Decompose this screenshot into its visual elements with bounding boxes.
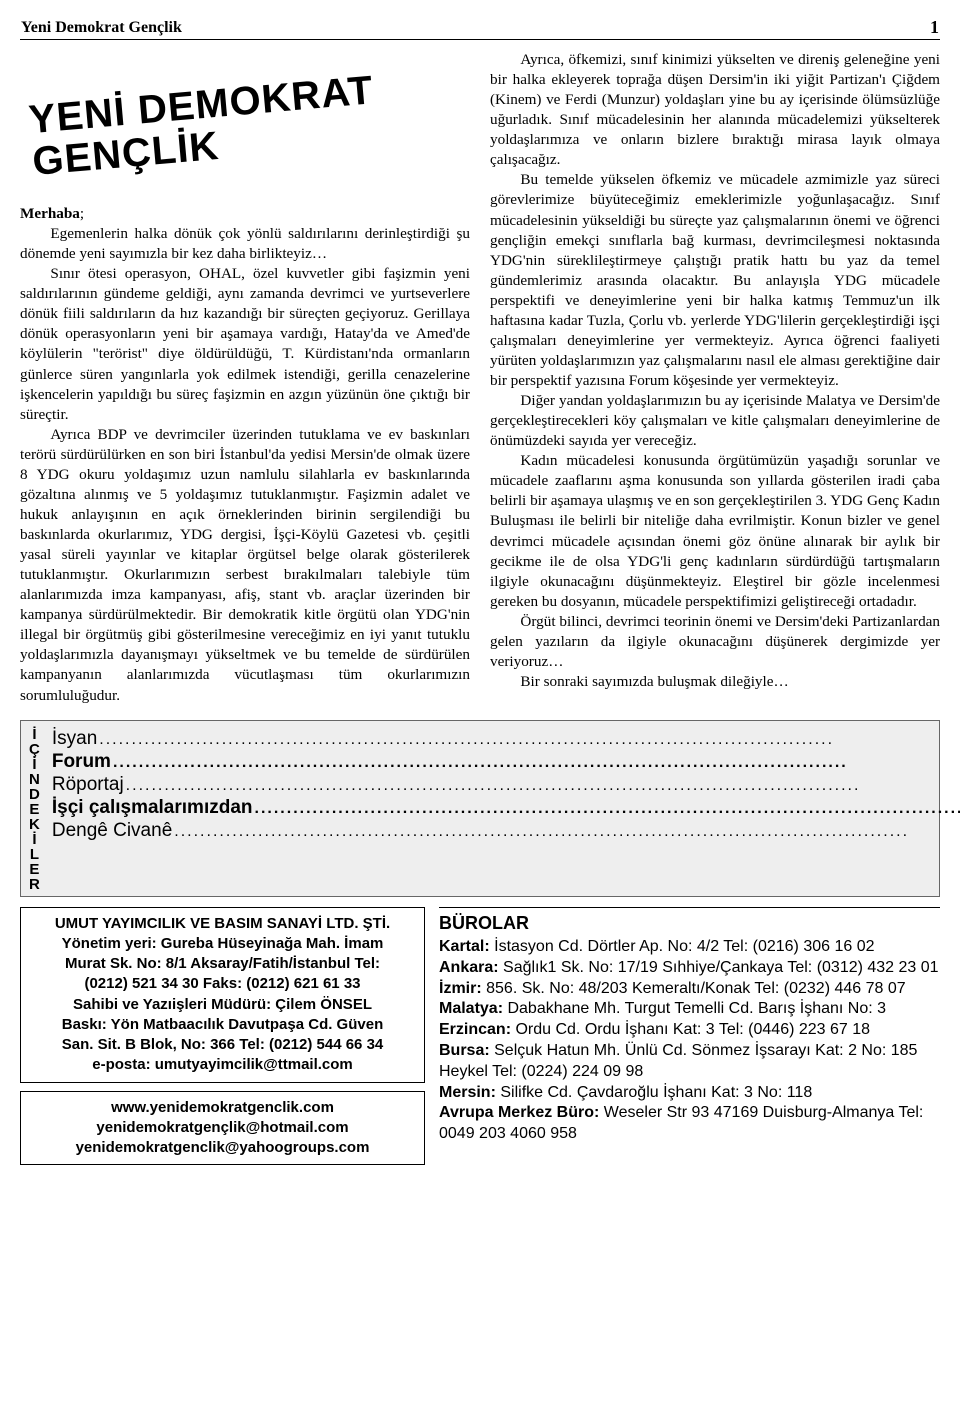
office-city: Kartal: <box>439 938 490 955</box>
office-city: Avrupa Merkez Büro: <box>439 1104 599 1121</box>
imprint-box: UMUT YAYIMCILIK VE BASIM SANAYİ LTD. ŞTİ… <box>20 907 425 1083</box>
toc-entry-name: Forum <box>52 751 111 773</box>
right-column: Ayrıca, öfkemizi, sınıf kinimizi yükselt… <box>490 50 940 706</box>
table-of-contents: İÇİNDEKİLER İsyan2-3Forum16-17Röportaj18… <box>20 720 940 897</box>
article-columns: YENİ DEMOKRAT GENÇLİK Merhaba; Egemenler… <box>20 50 940 706</box>
toc-entry: İşçi çalışmalarımızdan21-23 <box>52 797 960 819</box>
left-para: Egemenlerin halka dönük çok yönlü saldır… <box>20 224 470 264</box>
footer-row: UMUT YAYIMCILIK VE BASIM SANAYİ LTD. ŞTİ… <box>20 907 940 1166</box>
toc-dots <box>99 728 960 750</box>
right-para: Kadın mücadelesi konusunda örgütümüzün y… <box>490 451 940 612</box>
office-entry: Ankara: Sağlık1 Sk. No: 17/19 Sıhhiye/Ça… <box>439 958 940 979</box>
toc-entry-name: Dengê Civanê <box>52 820 172 842</box>
imprint-line: (0212) 521 34 30 Faks: (0212) 621 61 33 <box>31 974 414 994</box>
toc-label-char: E <box>29 802 40 817</box>
office-entry: Erzincan: Ordu Cd. Ordu İşhanı Kat: 3 Te… <box>439 1020 940 1041</box>
web-line: yenidemokratgençlik@hotmail.com <box>31 1118 414 1138</box>
imprint-company: UMUT YAYIMCILIK VE BASIM SANAYİ LTD. ŞTİ… <box>31 914 414 934</box>
office-entry: Malatya: Dabakhane Mh. Turgut Temelli Cd… <box>439 999 940 1020</box>
running-title: Yeni Demokrat Gençlik <box>20 16 882 40</box>
toc-entry: Forum16-17 <box>52 751 960 773</box>
toc-label-char: N <box>29 772 40 787</box>
right-para: Örgüt bilinci, devrimci teorinin önemi v… <box>490 612 940 672</box>
left-para: Ayrıca BDP ve devrimciler üzerinden tutu… <box>20 425 470 706</box>
toc-entry: İsyan2-3 <box>52 728 960 750</box>
left-para: Sınır ötesi operasyon, OHAL, özel kuvvet… <box>20 264 470 425</box>
right-para: Bu temelde yükselen öfkemiz ve mücadele … <box>490 170 940 391</box>
office-entry: Avrupa Merkez Büro: Weseler Str 93 47169… <box>439 1103 940 1145</box>
web-line: yenidemokratgenclik@yahoogroups.com <box>31 1138 414 1158</box>
imprint-line: San. Sit. B Blok, No: 366 Tel: (0212) 54… <box>31 1035 414 1055</box>
toc-entry: Röportaj18-19 <box>52 774 960 796</box>
running-header: Yeni Demokrat Gençlik 1 <box>20 16 940 40</box>
office-city: Bursa: <box>439 1042 490 1059</box>
office-entry: Bursa: Selçuk Hatun Mh. Ünlü Cd. Sönmez … <box>439 1041 940 1083</box>
toc-dots <box>174 820 960 842</box>
toc-entry-name: İşçi çalışmalarımızdan <box>52 797 253 819</box>
toc-entry-name: Röportaj <box>52 774 124 796</box>
page-number: 1 <box>882 16 940 40</box>
imprint-line: Murat Sk. No: 8/1 Aksaray/Fatih/İstanbul… <box>31 954 414 974</box>
toc-left-column: İsyan2-3Forum16-17Röportaj18-19İşçi çalı… <box>52 727 960 892</box>
toc-vertical-label: İÇİNDEKİLER <box>29 727 40 892</box>
imprint-line: Yönetim yeri: Gureba Hüseyinağa Mah. İma… <box>31 934 414 954</box>
toc-dots <box>255 797 960 819</box>
office-city: Erzincan: <box>439 1021 511 1038</box>
web-line: www.yenidemokratgenclik.com <box>31 1098 414 1118</box>
imprint-line: Baskı: Yön Matbaacılık Davutpaşa Cd. Güv… <box>31 1015 414 1035</box>
toc-label-char: D <box>29 787 40 802</box>
greeting: Merhaba; <box>20 204 470 224</box>
office-city: Ankara: <box>439 959 499 976</box>
toc-entry: Dengê Civanê24-25 <box>52 820 960 842</box>
office-city: İzmir: <box>439 980 482 997</box>
right-para: Diğer yandan yoldaşlarımızın bu ay içeri… <box>490 391 940 451</box>
web-box: www.yenidemokratgenclik.comyenidemokratg… <box>20 1091 425 1166</box>
left-column: YENİ DEMOKRAT GENÇLİK Merhaba; Egemenler… <box>20 50 470 706</box>
toc-dots <box>126 774 960 796</box>
toc-label-char: Ç <box>29 742 40 757</box>
toc-label-char: R <box>29 877 40 892</box>
masthead: YENİ DEMOKRAT GENÇLİK <box>27 61 473 183</box>
toc-label-char: K <box>29 817 40 832</box>
toc-dots <box>113 751 960 773</box>
toc-entry-name: İsyan <box>52 728 97 750</box>
office-entry: İzmir: 856. Sk. No: 48/203 Kemeraltı/Kon… <box>439 979 940 1000</box>
office-entry: Kartal: İstasyon Cd. Dörtler Ap. No: 4/2… <box>439 937 940 958</box>
offices-box: BÜROLAR Kartal: İstasyon Cd. Dörtler Ap.… <box>439 907 940 1145</box>
toc-label-char: İ <box>29 727 40 742</box>
toc-label-char: İ <box>29 757 40 772</box>
imprint-line: e-posta: umutyayimcilik@ttmail.com <box>31 1055 414 1075</box>
toc-label-char: E <box>29 862 40 877</box>
right-para: Ayrıca, öfkemizi, sınıf kinimizi yükselt… <box>490 50 940 170</box>
toc-label-char: İ <box>29 832 40 847</box>
office-entry: Mersin: Silifke Cd. Çavdaroğlu İşhanı Ka… <box>439 1083 940 1104</box>
right-para: Bir sonraki sayımızda buluşmak dileğiyle… <box>490 672 940 692</box>
offices-heading: BÜROLAR <box>439 912 940 935</box>
imprint-line: Sahibi ve Yazıişleri Müdürü: Çilem ÖNSEL <box>31 995 414 1015</box>
toc-label-char: L <box>29 847 40 862</box>
office-city: Malatya: <box>439 1000 503 1017</box>
office-city: Mersin: <box>439 1084 496 1101</box>
